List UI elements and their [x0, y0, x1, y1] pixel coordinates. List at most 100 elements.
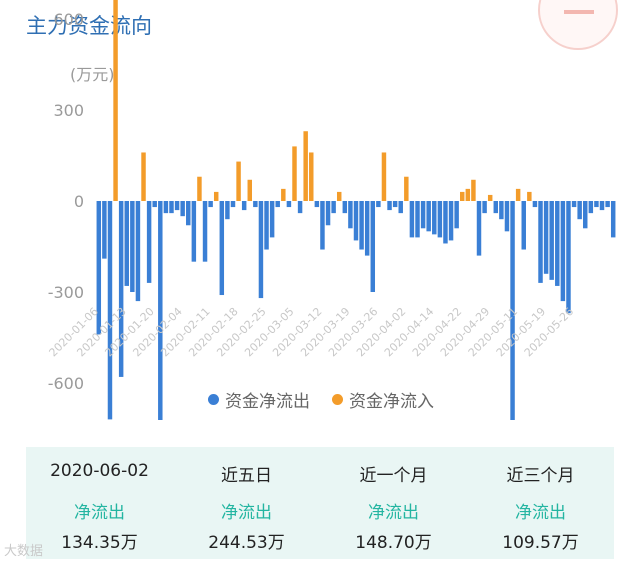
outflow-bar[interactable]	[566, 201, 571, 314]
outflow-bar[interactable]	[454, 201, 459, 229]
legend-item-inflow[interactable]: 资金净流入	[332, 387, 434, 412]
outflow-bar[interactable]	[364, 201, 370, 256]
outflow-bar[interactable]	[415, 201, 420, 238]
outflow-bar[interactable]	[264, 201, 269, 250]
outflow-bar[interactable]	[594, 201, 599, 208]
outflow-bar[interactable]	[169, 201, 174, 214]
inflow-bar[interactable]	[471, 179, 476, 201]
outflow-bar[interactable]	[275, 201, 280, 208]
outflow-bar[interactable]	[538, 201, 543, 283]
outflow-bar[interactable]	[225, 201, 230, 220]
outflow-bar[interactable]	[549, 201, 554, 280]
inflow-bar[interactable]	[460, 191, 465, 201]
outflow-bar[interactable]	[376, 201, 381, 208]
legend-item-outflow[interactable]: 资金净流出	[208, 387, 310, 412]
outflow-bar[interactable]	[359, 201, 364, 250]
outflow-bar[interactable]	[208, 201, 213, 208]
outflow-bar[interactable]	[482, 201, 487, 214]
outflow-bar[interactable]	[588, 201, 594, 214]
inflow-bar[interactable]	[247, 179, 252, 201]
outflow-bar[interactable]	[331, 201, 336, 214]
outflow-bar[interactable]	[493, 201, 499, 214]
outflow-bar[interactable]	[297, 201, 303, 214]
outflow-bar[interactable]	[320, 201, 325, 250]
outflow-bar[interactable]	[426, 201, 431, 232]
outflow-bar[interactable]	[398, 201, 403, 214]
outflow-bar[interactable]	[543, 201, 549, 274]
outflow-bar[interactable]	[107, 201, 113, 420]
summary-col-1month: 近一个月 净流出 148.70万	[320, 447, 467, 559]
outflow-bar[interactable]	[392, 201, 398, 208]
outflow-bar[interactable]	[599, 201, 605, 211]
outflow-bar[interactable]	[571, 201, 577, 208]
inflow-bar[interactable]	[465, 188, 471, 201]
outflow-bar[interactable]	[219, 201, 225, 296]
outflow-bar[interactable]	[314, 201, 320, 208]
outflow-bar[interactable]	[499, 201, 504, 220]
outflow-bar[interactable]	[124, 201, 129, 286]
outflow-bar[interactable]	[555, 201, 560, 286]
outflow-bar[interactable]	[504, 201, 510, 232]
outflow-bar[interactable]	[191, 201, 197, 262]
outflow-bar[interactable]	[180, 201, 185, 217]
outflow-bar[interactable]	[448, 201, 454, 241]
inflow-bar[interactable]	[197, 176, 202, 201]
outflow-bar[interactable]	[118, 201, 124, 377]
inflow-bar[interactable]	[336, 191, 342, 201]
outflow-bar[interactable]	[253, 201, 258, 208]
outflow-bar[interactable]	[560, 201, 566, 302]
inflow-bar[interactable]	[213, 191, 219, 201]
outflow-bar[interactable]	[186, 201, 191, 226]
outflow-bar[interactable]	[174, 201, 180, 211]
inflow-bar[interactable]	[303, 131, 308, 201]
outflow-bar[interactable]	[102, 201, 107, 259]
outflow-bar[interactable]	[152, 201, 157, 208]
outflow-bar[interactable]	[96, 201, 102, 335]
inflow-bar[interactable]	[404, 176, 409, 201]
outflow-bar[interactable]	[286, 201, 292, 208]
inflow-bar[interactable]	[309, 152, 314, 201]
outflow-bar[interactable]	[510, 201, 515, 420]
outflow-bar[interactable]	[202, 201, 208, 262]
outflow-bar[interactable]	[135, 201, 141, 302]
outflow-bar[interactable]	[241, 201, 247, 211]
outflow-bar[interactable]	[146, 201, 152, 283]
outflow-bar[interactable]	[577, 201, 582, 220]
inflow-bar[interactable]	[236, 161, 241, 201]
inflow-bar[interactable]	[527, 191, 532, 201]
outflow-bar[interactable]	[269, 201, 275, 238]
outflow-bar[interactable]	[258, 201, 264, 299]
outflow-bar[interactable]	[230, 201, 236, 208]
outflow-bar[interactable]	[325, 201, 331, 226]
outflow-bar[interactable]	[605, 201, 610, 208]
inflow-bar[interactable]	[113, 0, 118, 202]
outflow-bar[interactable]	[130, 201, 135, 292]
outflow-bar[interactable]	[158, 201, 163, 420]
outflow-bar[interactable]	[342, 201, 348, 214]
summary-col-3months: 近三个月 净流出 109.57万	[467, 447, 614, 559]
inflow-bar[interactable]	[292, 146, 297, 201]
fund-flow-bar-chart: (万元) 9006003000-300-600-900 2020-01-0620…	[47, 0, 616, 420]
y-tick-label: 0	[74, 192, 84, 211]
inflow-bar[interactable]	[381, 152, 387, 201]
outflow-bar[interactable]	[532, 201, 538, 208]
fund-flow-summary: 2020-06-02 净流出 134.35万 近五日 净流出 244.53万 近…	[26, 447, 614, 559]
outflow-bar[interactable]	[443, 201, 448, 244]
inflow-bar[interactable]	[515, 188, 521, 201]
outflow-bar[interactable]	[521, 201, 526, 250]
outflow-bar[interactable]	[370, 201, 376, 292]
outflow-bar[interactable]	[610, 201, 616, 238]
outflow-bar[interactable]	[437, 201, 443, 238]
outflow-bar[interactable]	[476, 201, 482, 256]
outflow-bar[interactable]	[163, 201, 169, 214]
inflow-bar[interactable]	[141, 152, 146, 201]
outflow-bar[interactable]	[420, 201, 426, 229]
outflow-bar[interactable]	[348, 201, 353, 229]
outflow-bar[interactable]	[432, 201, 437, 235]
inflow-bar[interactable]	[281, 188, 286, 201]
outflow-bar[interactable]	[387, 201, 392, 211]
outflow-bar[interactable]	[353, 201, 359, 241]
outflow-bar[interactable]	[409, 201, 415, 238]
outflow-bar[interactable]	[583, 201, 588, 229]
inflow-bar[interactable]	[487, 194, 493, 201]
